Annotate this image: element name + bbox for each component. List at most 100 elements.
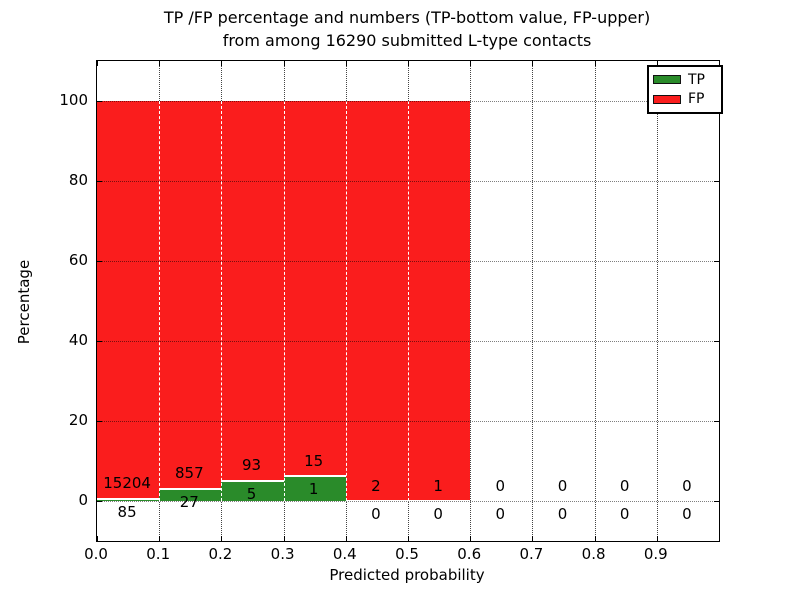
y-tickmark-left	[97, 261, 102, 262]
chart-title-line1: TP /FP percentage and numbers (TP-bottom…	[163, 8, 651, 27]
x-tickmark-bottom	[159, 536, 161, 541]
plot-area	[96, 60, 720, 542]
tp-count-label: 85	[117, 503, 137, 522]
y-tickmark-left	[97, 101, 102, 102]
y-tickmark-right	[714, 421, 719, 422]
x-tickmark-top	[159, 61, 161, 66]
bar-fp	[345, 101, 408, 501]
x-tickmark-bottom	[408, 536, 409, 541]
tp-count-label: 0	[371, 505, 381, 524]
bar-boundary	[408, 101, 409, 501]
bar-tp	[159, 488, 222, 501]
tp-count-label: 27	[179, 493, 199, 512]
y-gridline	[97, 421, 719, 422]
legend: TP FP	[647, 65, 723, 114]
y-axis-label: Percentage	[15, 259, 33, 345]
legend-entry-fp: FP	[653, 92, 717, 106]
legend-entry-tp: TP	[653, 73, 717, 87]
fp-count-label: 0	[619, 476, 630, 495]
y-tick-label: 80	[68, 171, 88, 189]
x-tickmark-bottom	[656, 536, 658, 541]
fp-count-label: 0	[495, 476, 506, 495]
y-tick-label: 100	[59, 91, 88, 109]
chart-title: TP /FP percentage and numbers (TP-bottom…	[96, 6, 718, 52]
x-tickmark-top	[97, 61, 98, 66]
y-tickmark-right	[714, 341, 719, 342]
y-gridline	[97, 501, 719, 502]
y-tickmark-left	[97, 421, 102, 422]
tp-count-label: 0	[557, 505, 568, 524]
fp-count-label: 857	[174, 464, 204, 483]
x-tick-label: 0.3	[270, 545, 295, 563]
bar-boundary	[159, 101, 161, 501]
tp-count-label: 0	[682, 505, 692, 524]
bar-boundary	[283, 101, 285, 501]
x-gridline	[656, 61, 658, 541]
x-tick-label: 0.9	[643, 545, 668, 563]
x-tickmark-top	[283, 61, 285, 66]
x-tickmark-bottom	[470, 536, 472, 541]
x-tickmark-top	[408, 61, 409, 66]
chart-title-line2: from among 16290 submitted L-type contac…	[222, 31, 592, 50]
x-tick-label: 0.8	[581, 545, 606, 563]
x-tickmark-top	[345, 61, 347, 66]
fp-count-label: 15204	[103, 474, 151, 493]
y-tickmark-left	[97, 181, 102, 182]
x-tickmark-bottom	[532, 536, 534, 541]
y-tickmark-left	[97, 501, 102, 502]
x-tickmark-top	[532, 61, 534, 66]
fp-count-label: 1	[433, 476, 443, 495]
bar-tp	[221, 480, 284, 501]
y-tick-label: 60	[68, 251, 88, 269]
tp-swatch-icon	[653, 75, 681, 85]
fp-swatch-icon	[653, 94, 681, 104]
x-tick-label: 0.0	[84, 545, 108, 563]
bar-tp	[97, 498, 160, 501]
x-tick-label: 0.7	[519, 545, 544, 563]
overlay-layer	[97, 61, 719, 541]
x-gridline	[470, 61, 472, 541]
x-gridline	[594, 61, 596, 541]
y-gridline	[97, 181, 719, 182]
bar-tp	[283, 476, 346, 501]
x-tick-label: 0.1	[146, 545, 171, 563]
x-tickmark-top	[470, 61, 472, 66]
x-tick-label: 0.6	[457, 545, 482, 563]
x-tickmark-bottom	[345, 536, 347, 541]
x-tickmark-top	[594, 61, 596, 66]
tp-count-label: 1	[308, 480, 319, 499]
bar-layer	[97, 61, 719, 541]
x-axis-label: Predicted probability	[329, 566, 485, 584]
bar-fp	[159, 101, 222, 489]
tp-count-label: 0	[619, 505, 630, 524]
fp-count-label: 2	[371, 476, 381, 495]
y-gridline	[97, 261, 719, 262]
legend-label-tp: TP	[688, 71, 705, 88]
fp-count-label: 15	[304, 451, 324, 470]
tp-count-label: 0	[433, 505, 443, 524]
bar-fp	[408, 101, 471, 501]
legend-label-fp: FP	[688, 91, 705, 108]
bar-boundary	[221, 101, 223, 501]
x-tickmark-bottom	[283, 536, 285, 541]
y-tick-label: 40	[68, 331, 88, 349]
fp-count-label: 0	[557, 476, 568, 495]
y-gridline	[97, 101, 719, 102]
y-tickmark-right	[714, 181, 719, 182]
fp-count-label: 93	[241, 456, 262, 475]
y-gridline	[97, 341, 719, 342]
fp-count-label: 0	[682, 476, 692, 495]
y-tickmark-left	[97, 341, 102, 342]
tp-count-label: 5	[246, 484, 257, 503]
x-tickmark-bottom	[97, 536, 98, 541]
y-tick-label: 0	[78, 491, 88, 509]
x-tick-label: 0.5	[395, 545, 419, 563]
x-tickmark-top	[656, 61, 658, 66]
bar-fp	[97, 101, 160, 499]
y-tick-label: 20	[68, 411, 88, 429]
x-tickmark-bottom	[594, 536, 596, 541]
tp-count-label: 0	[495, 505, 506, 524]
bar-fp	[221, 101, 284, 481]
bar-fp	[283, 101, 346, 476]
